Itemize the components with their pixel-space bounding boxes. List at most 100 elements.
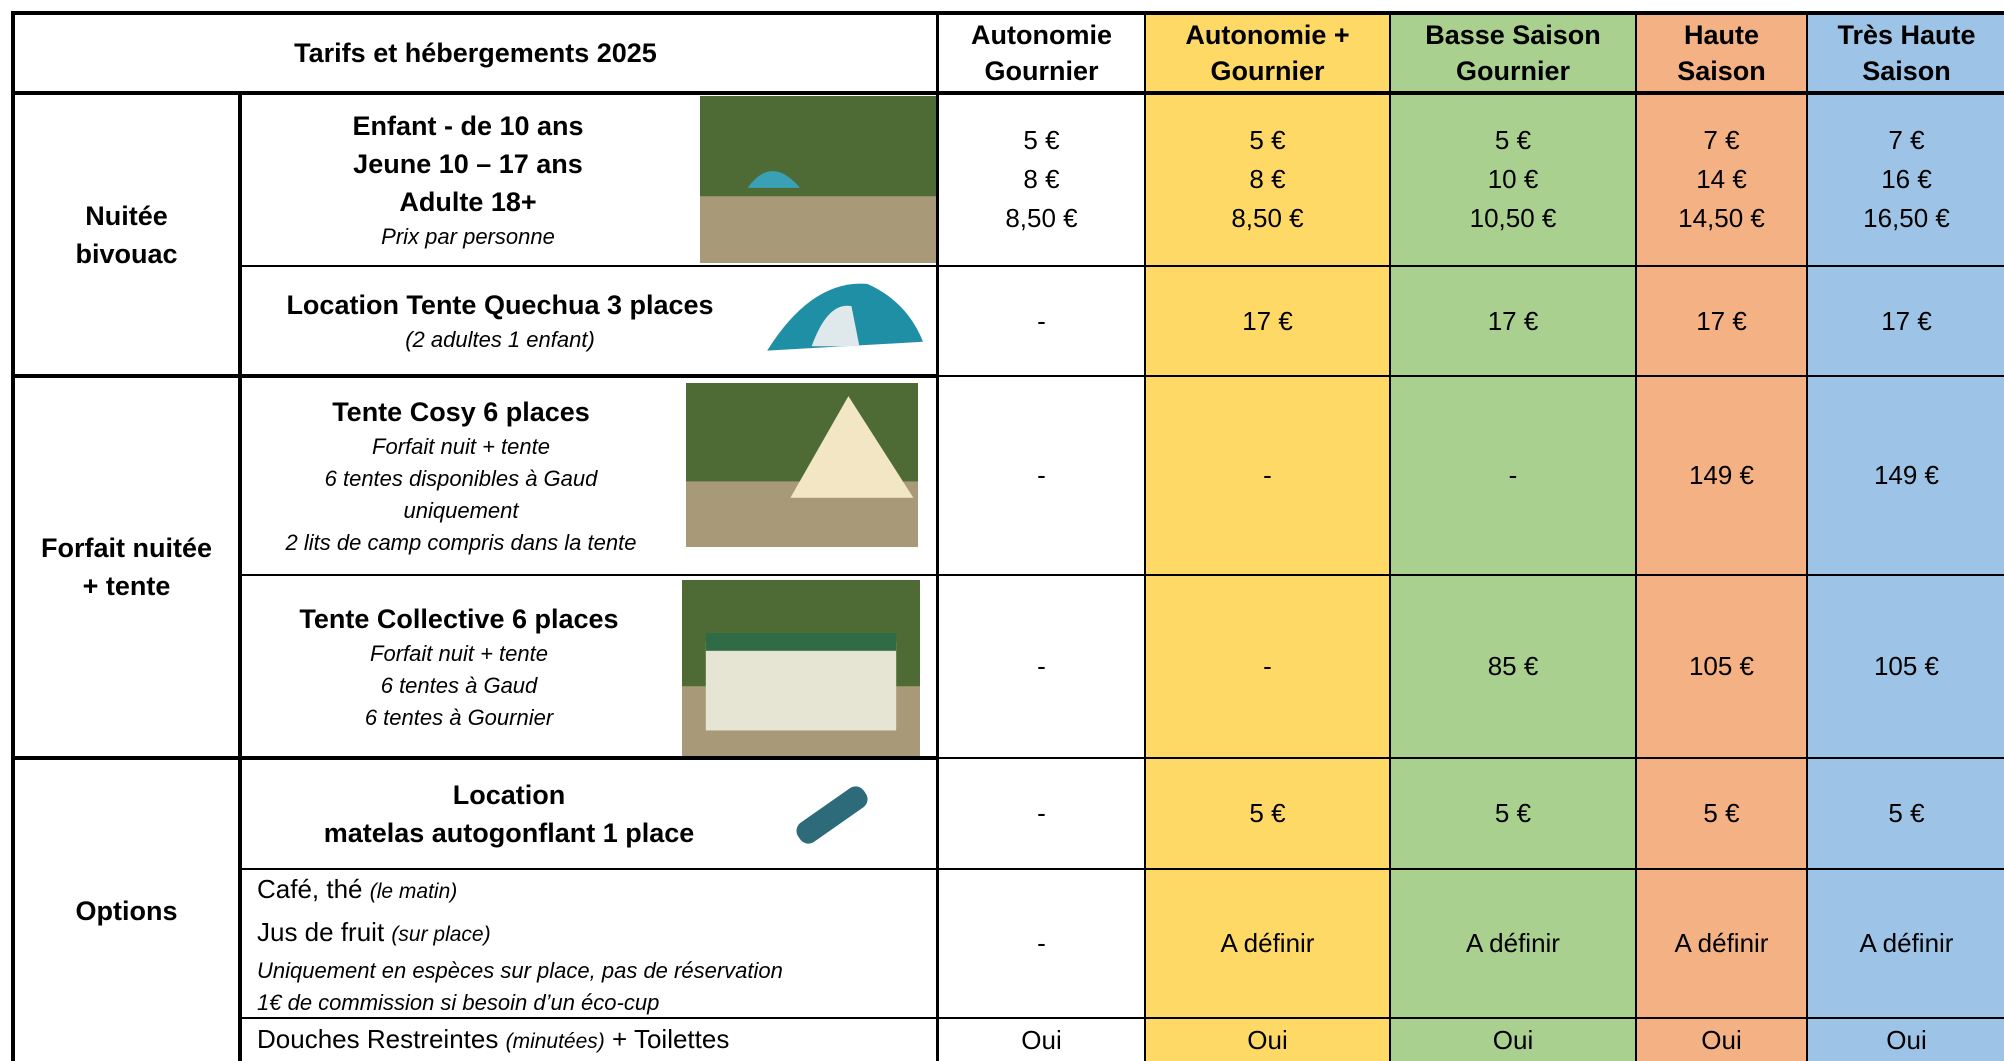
desc-border: [936, 13, 939, 1061]
price-cell: 7 €16 €16,50 €: [1807, 93, 2004, 266]
row-note: (2 adultes 1 enfant): [405, 324, 595, 356]
column-header-line: Basse Saison: [1425, 17, 1601, 53]
column-header-line: Autonomie +: [1185, 17, 1349, 53]
row-note: 2 lits de camp compris dans la tente: [286, 527, 637, 559]
price: Oui: [1701, 1021, 1741, 1060]
price-cell: -: [1390, 376, 1636, 575]
row-item: Café, thé (le matin): [257, 869, 457, 912]
photo: [686, 383, 918, 547]
price-cell: -: [938, 869, 1145, 1018]
price-cell: -: [1145, 575, 1390, 758]
price: 8 €: [1023, 160, 1059, 199]
row-title: Tente Collective 6 places: [299, 600, 618, 638]
price: 14,50 €: [1678, 199, 1765, 238]
section-label: Forfait nuitée+ tente: [13, 376, 240, 758]
price: -: [1037, 794, 1046, 833]
row-note: 1€ de commission si besoin d’un éco-cup: [257, 987, 659, 1019]
row-title: Location: [453, 776, 566, 814]
price-cell: 85 €: [1390, 575, 1636, 758]
price-cell: 5 €: [1636, 758, 1807, 869]
price: 5 €: [1495, 121, 1531, 160]
section-label-line: bivouac: [75, 235, 177, 273]
price-cell: -: [938, 575, 1145, 758]
row-note: 6 tentes à Gaud: [381, 670, 538, 702]
column-header-line: Très Haute: [1837, 17, 1975, 53]
price-cell: 17 €: [1636, 266, 1807, 376]
price: 5 €: [1249, 121, 1285, 160]
price-cell: -: [938, 376, 1145, 575]
price-cell: 5 €: [1390, 758, 1636, 869]
photo: [700, 96, 938, 263]
row-title: Enfant - de 10 ans: [352, 107, 583, 145]
price-cell: -: [938, 266, 1145, 376]
price: 5 €: [1249, 794, 1285, 833]
price-cell: 105 €: [1807, 575, 2004, 758]
price-cell: 17 €: [1390, 266, 1636, 376]
price: 5 €: [1888, 794, 1924, 833]
row-description: Douches Restreintes (minutées) + Toilett…: [240, 1018, 938, 1061]
price: -: [1037, 924, 1046, 963]
row-note: uniquement: [404, 495, 519, 527]
item-text: Douches Restreintes: [257, 1024, 498, 1054]
price-cell: 7 €14 €14,50 €: [1636, 93, 1807, 266]
price: 17 €: [1488, 302, 1539, 341]
price-cell: Oui: [1636, 1018, 1807, 1061]
row-title: matelas autogonflant 1 place: [324, 814, 695, 852]
photo: [682, 580, 920, 757]
row-item: Jus de fruit (sur place): [257, 912, 491, 955]
price: Oui: [1886, 1021, 1926, 1060]
section-label: Options: [13, 758, 240, 1061]
price-cell: A définir: [1636, 869, 1807, 1018]
price-cell: 149 €: [1636, 376, 1807, 575]
item-note: (le matin): [370, 880, 458, 903]
row-title: Location Tente Quechua 3 places: [286, 286, 713, 324]
price: 8 €: [1249, 160, 1285, 199]
column-header-line: Gournier: [984, 53, 1098, 89]
column-header-line: Gournier: [1456, 53, 1570, 89]
price: 16,50 €: [1863, 199, 1950, 238]
header-border: [13, 91, 2004, 95]
photo: [764, 275, 923, 364]
price: A définir: [1860, 924, 1954, 963]
price-cell: 5 €10 €10,50 €: [1390, 93, 1636, 266]
row-description: Café, thé (le matin)Jus de fruit (sur pl…: [240, 869, 938, 1018]
table-title: Tarifs et hébergements 2025: [13, 13, 938, 93]
price-cell: A définir: [1390, 869, 1636, 1018]
price: 5 €: [1495, 794, 1531, 833]
price: -: [1263, 456, 1272, 495]
column-header-line: Saison: [1862, 53, 1951, 89]
label-border: [238, 93, 242, 1061]
price: Oui: [1493, 1021, 1533, 1060]
photo: [782, 776, 882, 854]
column-header-line: Haute: [1684, 17, 1759, 53]
price-cell: -: [938, 758, 1145, 869]
row-note: Forfait nuit + tente: [370, 638, 548, 670]
item-note: (minutées): [506, 1030, 605, 1053]
price: 8,50 €: [1005, 199, 1077, 238]
price: 5 €: [1023, 121, 1059, 160]
column-header: Autonomie +Gournier: [1145, 13, 1390, 93]
column-header-line: Saison: [1677, 53, 1766, 89]
price: 7 €: [1888, 121, 1924, 160]
price: 149 €: [1689, 456, 1754, 495]
item-text: Café, thé: [257, 874, 363, 904]
price-cell: 105 €: [1636, 575, 1807, 758]
price: A définir: [1466, 924, 1560, 963]
price: 105 €: [1689, 647, 1754, 686]
price-cell: A définir: [1145, 869, 1390, 1018]
price: 10,50 €: [1470, 199, 1557, 238]
price: -: [1263, 647, 1272, 686]
price-cell: 5 €: [1807, 758, 2004, 869]
price-cell: Oui: [1390, 1018, 1636, 1061]
price: 5 €: [1703, 794, 1739, 833]
price: 7 €: [1703, 121, 1739, 160]
column-header-line: Autonomie: [971, 17, 1112, 53]
item-text: Jus de fruit: [257, 917, 384, 947]
price-cell: Oui: [938, 1018, 1145, 1061]
item-after: + Toilettes: [612, 1024, 729, 1054]
item-note: (sur place): [391, 923, 490, 946]
price-cell: Oui: [1807, 1018, 2004, 1061]
